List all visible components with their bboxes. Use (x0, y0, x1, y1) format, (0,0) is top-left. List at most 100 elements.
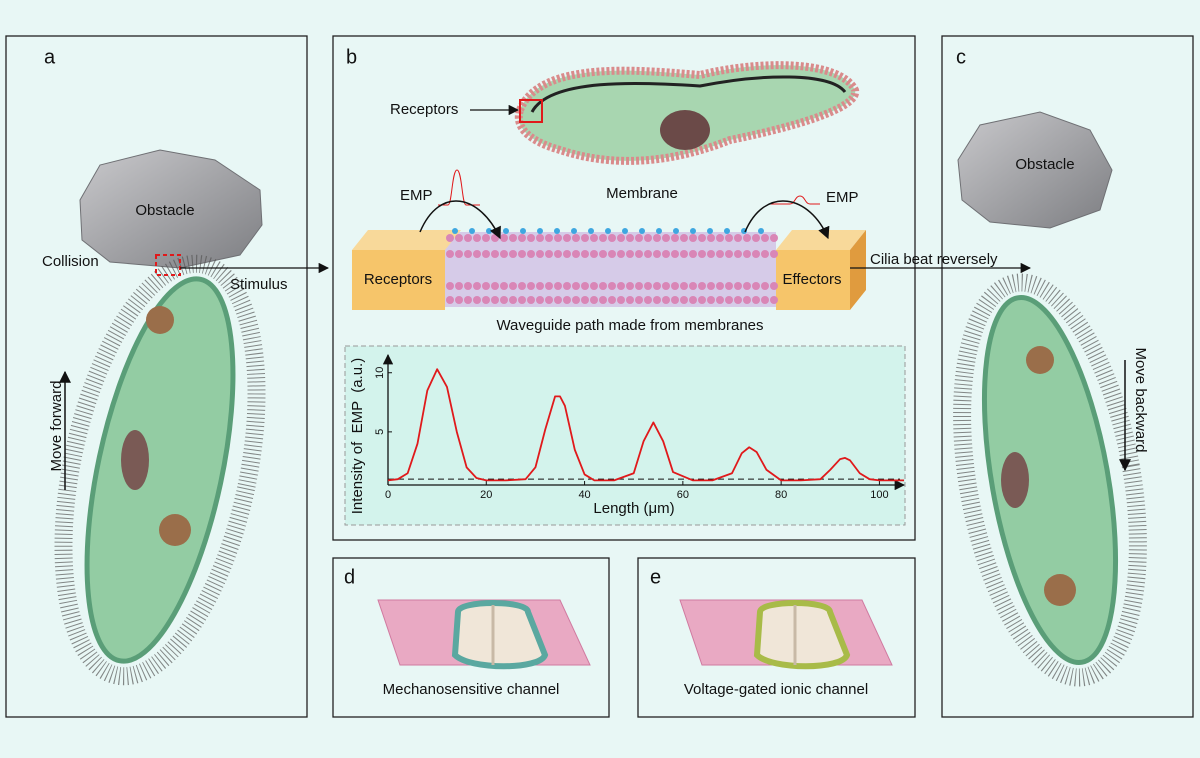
lipid-head (689, 234, 697, 242)
lipid-head (635, 250, 643, 258)
lipid-head (734, 296, 742, 304)
ion (537, 228, 543, 234)
panel-label: a (44, 46, 56, 68)
channel (451, 600, 549, 670)
lipid-head (761, 250, 769, 258)
lipid-head (464, 296, 472, 304)
lipid-head (563, 296, 571, 304)
organelle (660, 110, 710, 150)
lipid-head (680, 250, 688, 258)
lipid-head (770, 234, 778, 242)
obstacle-label: Obstacle (1015, 156, 1074, 173)
lipid-head (473, 296, 481, 304)
lipid-head (761, 296, 769, 304)
lipid-head (455, 282, 463, 290)
lipid-head (590, 250, 598, 258)
lipid-head (581, 250, 589, 258)
lipid-head (617, 296, 625, 304)
emp-label: EMP (400, 187, 433, 204)
stimulus-label: Stimulus (230, 276, 288, 293)
lipid-head (725, 234, 733, 242)
lipid-head (689, 282, 697, 290)
lipid-head (464, 282, 472, 290)
lipid-head (581, 282, 589, 290)
move-label: Move backward (1132, 347, 1149, 452)
lipid-head (590, 296, 598, 304)
lipid-head (599, 282, 607, 290)
lipid-head (689, 296, 697, 304)
arrow (419, 200, 501, 240)
lipid-head (473, 250, 481, 258)
panel-label: d (344, 566, 355, 588)
lipid-head (491, 250, 499, 258)
lipid-head (554, 296, 562, 304)
lipid-head (743, 296, 751, 304)
lipid-head (473, 234, 481, 242)
lipid-head (662, 250, 670, 258)
lipid-head (599, 250, 607, 258)
channel (753, 600, 851, 670)
lipid-head (491, 234, 499, 242)
lipid-head (500, 250, 508, 258)
lipid-head (455, 234, 463, 242)
panel-label: b (346, 46, 357, 68)
ion (724, 228, 730, 234)
lipid-head (500, 296, 508, 304)
lipid-head (554, 250, 562, 258)
ion (639, 228, 645, 234)
lipid-head (617, 250, 625, 258)
channel-caption: Mechanosensitive channel (383, 681, 560, 698)
lipid-head (626, 234, 634, 242)
ion (571, 228, 577, 234)
lipid-head (725, 296, 733, 304)
receptors-label: Receptors (390, 101, 458, 118)
lipid-head (473, 282, 481, 290)
lipid-head (482, 296, 490, 304)
lipid-head (680, 234, 688, 242)
organelle (1001, 452, 1029, 508)
lipid-head (662, 282, 670, 290)
receptor-box (519, 99, 543, 123)
lipid-head (698, 234, 706, 242)
lipid-head (716, 296, 724, 304)
lipid-head (608, 296, 616, 304)
lipid-head (545, 282, 553, 290)
lipid-head (761, 234, 769, 242)
lipid-head (509, 234, 517, 242)
lipid-head (446, 282, 454, 290)
block-side (850, 230, 866, 310)
lipid-head (446, 296, 454, 304)
lipid-head (653, 250, 661, 258)
organelle (146, 306, 174, 334)
ion (554, 228, 560, 234)
lipid-head (608, 282, 616, 290)
lipid-head (734, 282, 742, 290)
lipid-head (608, 234, 616, 242)
lipid-head (455, 250, 463, 258)
ion (503, 228, 509, 234)
ion (469, 228, 475, 234)
obstacle-label: Obstacle (135, 202, 194, 219)
lipid-head (725, 282, 733, 290)
lipid-head (590, 234, 598, 242)
lipid-head (743, 250, 751, 258)
lipid-head (617, 282, 625, 290)
receptors-block (352, 250, 445, 310)
x-tick-label: 40 (578, 489, 590, 501)
lipid-head (644, 250, 652, 258)
lipid-head (716, 250, 724, 258)
lipid-head (707, 296, 715, 304)
lipid-head (671, 296, 679, 304)
ion (605, 228, 611, 234)
pulse-icon (438, 169, 480, 206)
chart-frame (344, 345, 906, 526)
panel-label: e (650, 566, 661, 588)
move-label: Move forward (48, 381, 65, 472)
emp-label: EMP (826, 189, 859, 206)
lipid-head (707, 250, 715, 258)
lipid-head (572, 282, 580, 290)
lipid-head (644, 282, 652, 290)
lipid-head (464, 250, 472, 258)
channel-d (377, 599, 591, 670)
collision-label: Collision (42, 253, 99, 270)
